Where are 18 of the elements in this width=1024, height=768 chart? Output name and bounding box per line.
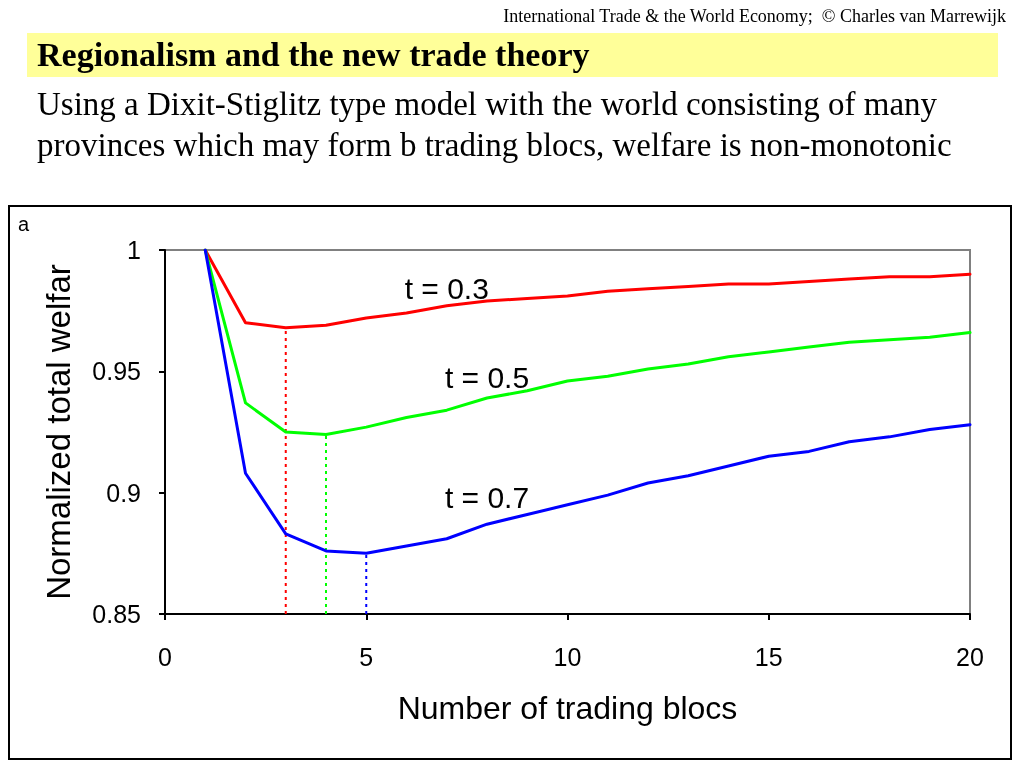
chart-subtitle: Using a Dixit-Stiglitz type model with the world consisting of many provinces which may form b trading blocs, welfare is non-monotonic [37, 85, 953, 165]
x-tick-label: 20 [956, 642, 984, 671]
x-tick-label: 15 [754, 642, 783, 671]
x-tick-label: 10 [553, 642, 582, 671]
series-label: t = 0.5 [444, 360, 530, 394]
y-tick-label: 0.85 [92, 600, 141, 628]
series-label: t = 0.3 [404, 272, 489, 306]
text: a [18, 213, 30, 236]
y-tick-label: 0.9 [106, 478, 141, 507]
x-tick-label: 0 [158, 642, 172, 671]
text: International Trade & the World Economy; © Charles van Marrewijk [503, 6, 1006, 27]
series-label: t = 0.7 [444, 480, 530, 514]
chart-title: Regionalism and the new trade theory [27, 33, 998, 77]
x-axis-title: Number of trading blocs [397, 690, 738, 726]
y-axis-title: Normalized total welfar [40, 264, 77, 600]
y-tick-label: 1 [127, 236, 141, 264]
y-tick-label: 0.95 [92, 357, 141, 386]
x-tick-label: 5 [359, 642, 374, 671]
